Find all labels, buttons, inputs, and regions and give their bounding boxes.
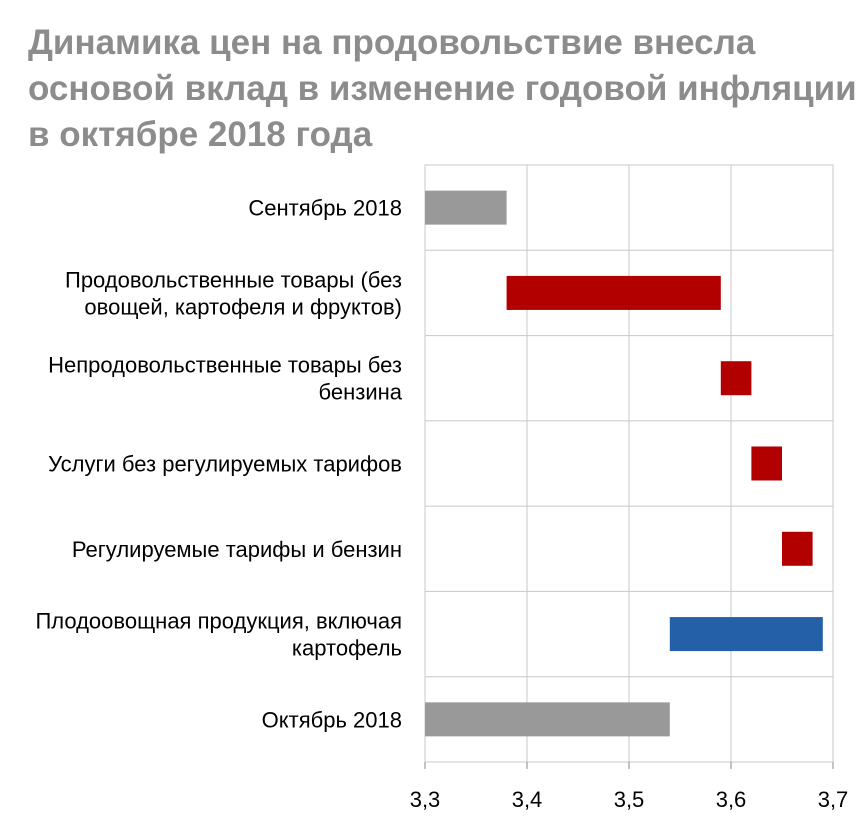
bar bbox=[425, 190, 507, 225]
bar bbox=[782, 531, 813, 566]
category-label: Непродовольственные товары без бензина bbox=[48, 353, 403, 405]
category-label: Регулируемые тарифы и бензин bbox=[72, 537, 402, 562]
bar bbox=[669, 617, 823, 652]
category-label-line: бензина bbox=[319, 380, 403, 405]
category-label-line: Плодоовощная продукция, включая bbox=[35, 609, 402, 634]
category-label-line: Октябрь 2018 bbox=[262, 707, 402, 732]
category-label-line: овощей, картофеля и фруктов) bbox=[84, 294, 402, 319]
category-label-line: картофель bbox=[292, 636, 402, 661]
category-label: Октябрь 2018 bbox=[262, 707, 402, 732]
chart-title-line: Динамика цен на продовольствие внесла bbox=[28, 23, 756, 62]
category-label: Продовольственные товары (без овощей, кар… bbox=[65, 267, 402, 319]
category-label-line: Сентябрь 2018 bbox=[248, 196, 402, 221]
x-tick-label: 3,7 bbox=[818, 787, 849, 812]
bar bbox=[425, 702, 670, 737]
x-tick-label: 3,4 bbox=[512, 787, 543, 812]
category-label-line: Непродовольственные товары без bbox=[48, 353, 402, 378]
bar bbox=[506, 275, 721, 310]
chart-title-line: в октябре 2018 года bbox=[28, 115, 373, 154]
chart-title-line: основой вклад в изменение годовой инфляц… bbox=[28, 69, 857, 108]
bar bbox=[720, 361, 752, 396]
chart-title: Динамика цен на продовольствие внесла ос… bbox=[28, 20, 857, 158]
x-tick-label: 3,3 bbox=[410, 787, 441, 812]
category-label: Сентябрь 2018 bbox=[248, 196, 402, 221]
category-label-line: Регулируемые тарифы и бензин bbox=[72, 537, 402, 562]
x-tick-label: 3,5 bbox=[614, 787, 645, 812]
category-label: Услуги без регулируемых тарифов bbox=[48, 452, 402, 477]
bar bbox=[751, 446, 782, 481]
category-label-line: Продовольственные товары (без bbox=[65, 267, 402, 292]
category-label: Плодоовощная продукция, включая картофель bbox=[35, 609, 402, 661]
category-label-line: Услуги без регулируемых тарифов bbox=[48, 452, 402, 477]
x-tick-label: 3,6 bbox=[716, 787, 747, 812]
